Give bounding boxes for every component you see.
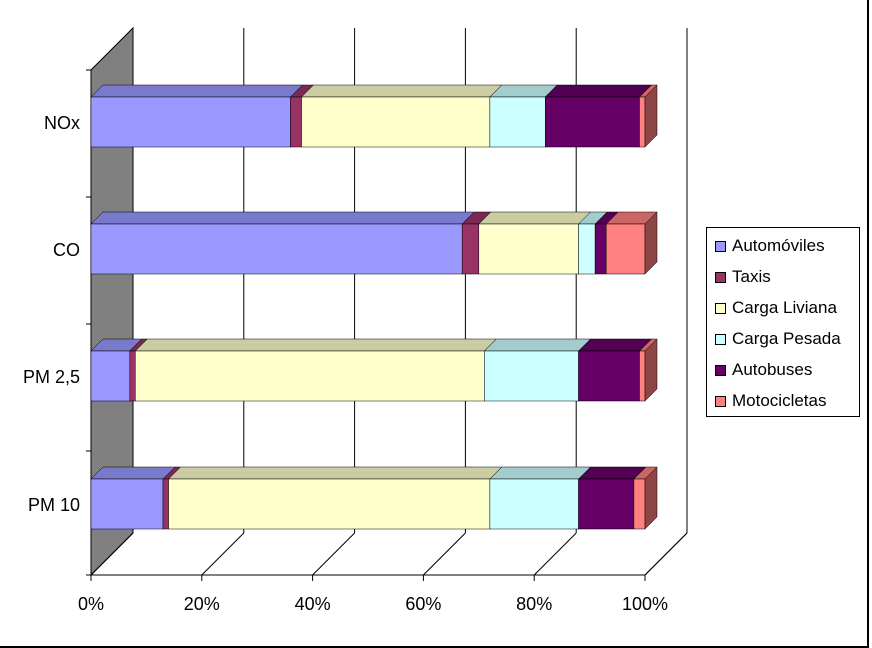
bar-segment-2-5 <box>639 350 646 402</box>
x-tick-label: 20% <box>184 594 220 614</box>
floor-gridline <box>644 532 688 576</box>
y-category-label: CO <box>53 240 80 260</box>
legend-item: Motocicletas <box>715 391 826 411</box>
legend-item: Carga Liviana <box>715 298 837 318</box>
bar-segment-3-4 <box>578 478 635 530</box>
bar-top-0-0 <box>90 84 304 98</box>
bar-segment-2-0 <box>90 350 131 402</box>
bar-top-2-2 <box>134 338 497 352</box>
bar-segment-0-0 <box>90 96 291 148</box>
bar-top-3-0 <box>90 466 176 480</box>
bar-segment-3-1 <box>162 478 169 530</box>
bar-top-3-2 <box>167 466 503 480</box>
bar-side-1 <box>644 211 658 275</box>
x-tick-label: 40% <box>295 594 331 614</box>
legend-label: Autobuses <box>732 360 813 379</box>
bar-segment-3-2 <box>168 478 491 530</box>
legend-swatch <box>715 333 726 345</box>
image-border-bottom <box>0 646 869 648</box>
bar-segment-1-0 <box>90 223 463 275</box>
y-category-label: PM 2,5 <box>23 367 80 387</box>
legend-label: Carga Liviana <box>732 298 837 317</box>
image-border-right <box>867 0 869 648</box>
bar-top-1-0 <box>90 211 475 225</box>
legend-label: Motocicletas <box>732 391 827 410</box>
legend-item: Autobuses <box>715 360 812 380</box>
legend-swatch <box>715 240 726 252</box>
bar-top-0-4 <box>544 84 653 98</box>
bar-segment-1-2 <box>478 223 579 275</box>
legend-swatch <box>715 395 726 407</box>
bar-top-0-2 <box>300 84 503 98</box>
chart-floor <box>91 532 688 576</box>
floor-gridline <box>201 532 245 576</box>
bar-side-2 <box>644 338 658 402</box>
legend-label: Taxis <box>732 267 771 286</box>
bar-segment-0-3 <box>489 96 546 148</box>
bar-top-3-3 <box>489 466 592 480</box>
bar-segment-2-3 <box>484 350 579 402</box>
x-tick-label: 60% <box>405 594 441 614</box>
x-tick-label: 100% <box>622 594 668 614</box>
bar-segment-0-2 <box>301 96 491 148</box>
bar-segment-3-0 <box>90 478 164 530</box>
bar-top-2-4 <box>577 338 653 352</box>
legend-label: Carga Pesada <box>732 329 841 348</box>
floor-gridline <box>90 532 134 576</box>
bar-side-3 <box>644 466 658 530</box>
bar-side-0 <box>644 84 658 148</box>
bar-segment-2-4 <box>578 350 640 402</box>
bar-segment-2-2 <box>135 350 485 402</box>
bar-segment-0-5 <box>639 96 646 148</box>
x-tick-label: 80% <box>516 594 552 614</box>
bar-segment-0-1 <box>290 96 302 148</box>
bar-top-1-2 <box>478 211 592 225</box>
floor-gridline <box>533 532 577 576</box>
bar-segment-3-3 <box>489 478 579 530</box>
y-category-label: NOx <box>44 113 80 133</box>
legend-item: Taxis <box>715 267 771 287</box>
floor-gridline <box>423 532 466 576</box>
legend-label: Automóviles <box>732 236 825 255</box>
legend-item: Carga Pesada <box>715 329 841 349</box>
floor-gridline <box>312 532 355 576</box>
y-category-label: PM 10 <box>28 495 80 515</box>
bar-segment-0-4 <box>545 96 640 148</box>
bar-segment-1-3 <box>578 223 596 275</box>
bar-segment-1-1 <box>461 223 480 275</box>
bar-segment-2-1 <box>129 350 136 402</box>
x-tick-label: 0% <box>78 594 104 614</box>
legend-swatch <box>715 302 726 314</box>
bar-top-2-3 <box>483 338 592 352</box>
bar-segment-1-5 <box>605 223 646 275</box>
legend-swatch <box>715 364 726 376</box>
legend-swatch <box>715 271 726 283</box>
legend-item: Automóviles <box>715 236 825 256</box>
legend: Automóviles Taxis Carga Liviana Carga Pesad… <box>706 227 860 417</box>
bar-segment-1-4 <box>594 223 607 275</box>
bar-segment-3-5 <box>633 478 646 530</box>
